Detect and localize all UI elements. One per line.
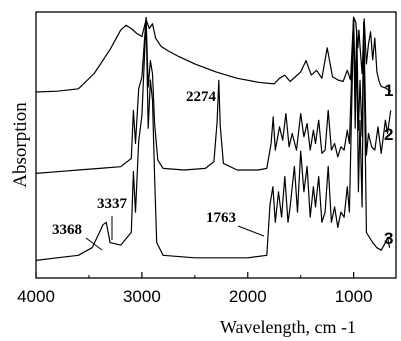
peak-annotation-2274: 2274 xyxy=(186,89,217,105)
series-line-1 xyxy=(35,16,392,93)
y-axis-label: Absorption xyxy=(10,102,31,188)
peak-annotation-3337: 3337 xyxy=(97,196,128,212)
series-label-3: 3 xyxy=(384,229,393,248)
x-tick-label: 3000 xyxy=(123,287,161,306)
series-label-1: 1 xyxy=(384,81,393,100)
axes: 4000 3000 2000 1000 xyxy=(17,11,397,306)
x-tick-label: 2000 xyxy=(229,287,267,306)
x-tick-label: 4000 xyxy=(17,287,55,306)
series-line-3 xyxy=(35,18,391,261)
annotation-layer: 1 2 3 2274 3337 3368 1763 xyxy=(52,81,393,251)
series-line-2 xyxy=(35,16,392,174)
plot-frame xyxy=(35,11,397,279)
peak-annotation-1763: 1763 xyxy=(206,210,236,226)
series-layer xyxy=(35,16,392,261)
annotation-arrow xyxy=(237,225,265,237)
x-axis-label: Wavelength, cm -1 xyxy=(220,317,356,337)
peak-annotation-3368: 3368 xyxy=(52,222,82,238)
series-label-2: 2 xyxy=(384,125,393,144)
annotation-arrow xyxy=(85,237,103,251)
x-tick-label: 1000 xyxy=(335,287,373,306)
